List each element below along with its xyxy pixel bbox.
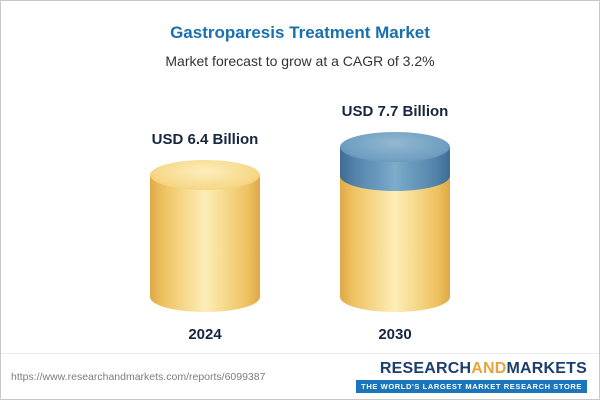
cylinder-body-2030 bbox=[340, 176, 450, 312]
bar-chart: USD 6.4 Billion 2024 USD 7.7 Billion 203… bbox=[1, 85, 599, 343]
cylinder-2024 bbox=[150, 160, 260, 312]
logo-wordmark: RESEARCHANDMARKETS bbox=[379, 359, 587, 377]
bar-group-2030: USD 7.7 Billion 2030 bbox=[320, 103, 470, 343]
value-label-2024: USD 6.4 Billion bbox=[151, 131, 259, 148]
year-label-2024: 2024 bbox=[188, 326, 222, 343]
logo-research-text: RESEARCH bbox=[379, 359, 472, 377]
cylinder-top-ellipse-2024 bbox=[150, 160, 260, 190]
logo-tagline: THE WORLD'S LARGEST MARKET RESEARCH STOR… bbox=[356, 379, 587, 393]
logo-markets-text: MARKETS bbox=[506, 359, 587, 377]
research-and-markets-logo: RESEARCHANDMARKETS THE WORLD'S LARGEST M… bbox=[356, 359, 587, 393]
cylinder-body-2024 bbox=[150, 175, 260, 312]
year-label-2030: 2030 bbox=[378, 326, 412, 343]
bar-group-2024: USD 6.4 Billion 2024 bbox=[130, 131, 280, 343]
value-label-2030: USD 7.7 Billion bbox=[341, 103, 449, 120]
footer: https://www.researchandmarkets.com/repor… bbox=[1, 353, 599, 399]
logo-and-text: AND bbox=[471, 359, 507, 377]
chart-title: Gastroparesis Treatment Market bbox=[170, 23, 430, 42]
chart-subtitle: Market forecast to grow at a CAGR of 3.2… bbox=[165, 53, 435, 69]
source-url: https://www.researchandmarkets.com/repor… bbox=[11, 370, 266, 383]
cylinder-2030 bbox=[340, 132, 450, 312]
growth-segment-top-ellipse-2030 bbox=[340, 132, 450, 162]
chart-header: Gastroparesis Treatment Market Market fo… bbox=[1, 1, 599, 69]
